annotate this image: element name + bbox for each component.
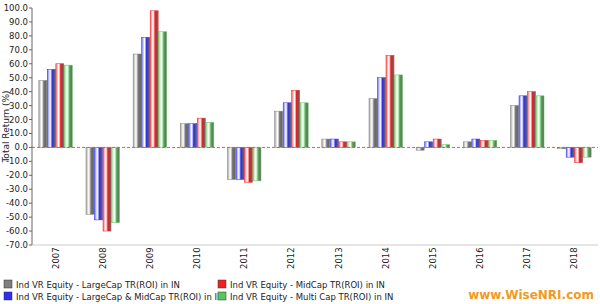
watermark: www.WiseNRI.com [468,288,594,302]
y-tick-label: -40.0 [6,198,28,208]
bar [150,11,158,148]
bars [39,11,591,231]
bar [292,90,300,147]
bar [519,96,527,148]
y-tick-label: 30.0 [9,101,28,111]
bar [275,111,283,147]
legend-label: Ind VR Equity - LargeCap TR(ROI) in IN [16,280,180,290]
x-tick-label: 2011 [239,247,249,269]
x-tick-label: 2015 [428,247,438,269]
bar [39,80,47,147]
bar [47,69,55,147]
bar [64,65,72,147]
x-axis [32,245,598,246]
zero-line [32,147,598,148]
y-tick-label: 100.0 [4,3,28,13]
bar [463,142,471,148]
legend-swatch [4,280,12,288]
x-tick-label: 2013 [334,247,344,269]
bar [489,140,497,147]
bar [583,147,591,157]
bar [395,75,403,147]
y-tick-label: 50.0 [9,73,28,83]
y-tick-label: -30.0 [6,184,28,194]
bar [330,139,338,147]
legend: Ind VR Equity - LargeCap TR(ROI) in IN In… [4,280,393,302]
y-tick-label: 70.0 [9,45,28,55]
legend-swatch [218,292,226,300]
x-tick-label: 2009 [145,247,155,269]
bar [236,147,244,179]
bar [189,124,197,148]
bar [433,139,441,147]
bar [86,147,94,214]
bar [511,106,519,148]
bar [95,147,103,219]
bar [142,37,150,147]
y-tick-label: -60.0 [6,226,28,236]
y-tick-label: 60.0 [9,59,28,69]
y-axis-label: Total Return (%) [1,90,11,163]
bar [56,64,64,148]
y-tick-label: -50.0 [6,212,28,222]
bar [103,147,111,231]
bar [425,142,433,148]
y-tick-label: 20.0 [9,115,28,125]
y-tick-label: -20.0 [6,170,28,180]
bar [159,32,167,148]
bar [112,147,120,222]
x-tick-label: 2007 [51,247,61,269]
legend-swatch [218,280,226,288]
bar [369,99,377,148]
bar [253,147,261,180]
bar [528,92,536,148]
bar [480,140,488,147]
legend-label: Ind VR Equity - LargeCap & MidCap TR(ROI… [16,292,223,302]
y-tick-label: 10.0 [9,128,28,138]
x-tick-label: 2018 [569,247,579,269]
bar [180,124,188,148]
x-tick-label: 2010 [192,247,202,269]
bar [206,122,214,147]
bar [228,147,236,179]
bar [378,78,386,148]
bar [133,54,141,147]
x-tick-label: 2008 [98,247,108,269]
y-tick-label: 80.0 [9,31,28,41]
legend-label: Ind VR Equity - MidCap TR(ROI) in IN [230,280,385,290]
bar [197,118,205,147]
bar [386,55,394,147]
bar [347,142,355,148]
x-tick-label: 2017 [522,247,532,269]
bar [575,147,583,162]
bar [339,142,347,148]
y-tick-label: -70.0 [6,240,28,250]
y-axis [32,8,33,245]
legend-label: Ind VR Equity - Multi Cap TR(ROI) in IN [230,292,393,302]
bar [566,147,574,157]
bar [245,147,253,182]
x-tick-label: 2014 [381,247,391,269]
bar [300,103,308,148]
bar [322,139,330,147]
chart: 100.0 90.0 80.0 70.0 60.0 50.0 40.0 30.0 20.0 10.… [0,0,600,304]
bar [536,96,544,148]
y-tick-label: 40.0 [9,87,28,97]
bar [472,139,480,147]
y-tick-label: 0.0 [14,142,28,152]
y-tick-label: 90.0 [9,17,28,27]
legend-swatch [4,292,12,300]
x-tick-label: 2016 [475,247,485,269]
x-tick-label: 2012 [286,247,296,269]
bar [283,103,291,148]
